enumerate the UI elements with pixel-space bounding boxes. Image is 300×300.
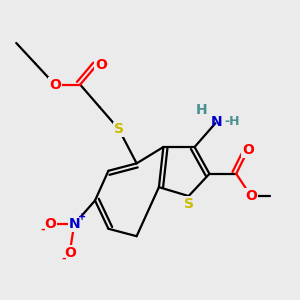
- Text: -H: -H: [224, 115, 239, 128]
- Text: S: S: [114, 122, 124, 136]
- Text: S: S: [184, 196, 194, 211]
- Text: -: -: [41, 225, 45, 235]
- Text: O: O: [245, 189, 257, 203]
- Text: -: -: [61, 254, 66, 263]
- Text: O: O: [49, 78, 61, 92]
- Text: H: H: [196, 103, 208, 117]
- Text: O: O: [64, 245, 76, 260]
- Text: N: N: [211, 115, 223, 129]
- Text: N: N: [68, 217, 80, 231]
- Text: +: +: [78, 212, 86, 222]
- Text: O: O: [242, 143, 254, 157]
- Text: O: O: [44, 217, 56, 231]
- Text: O: O: [95, 58, 107, 72]
